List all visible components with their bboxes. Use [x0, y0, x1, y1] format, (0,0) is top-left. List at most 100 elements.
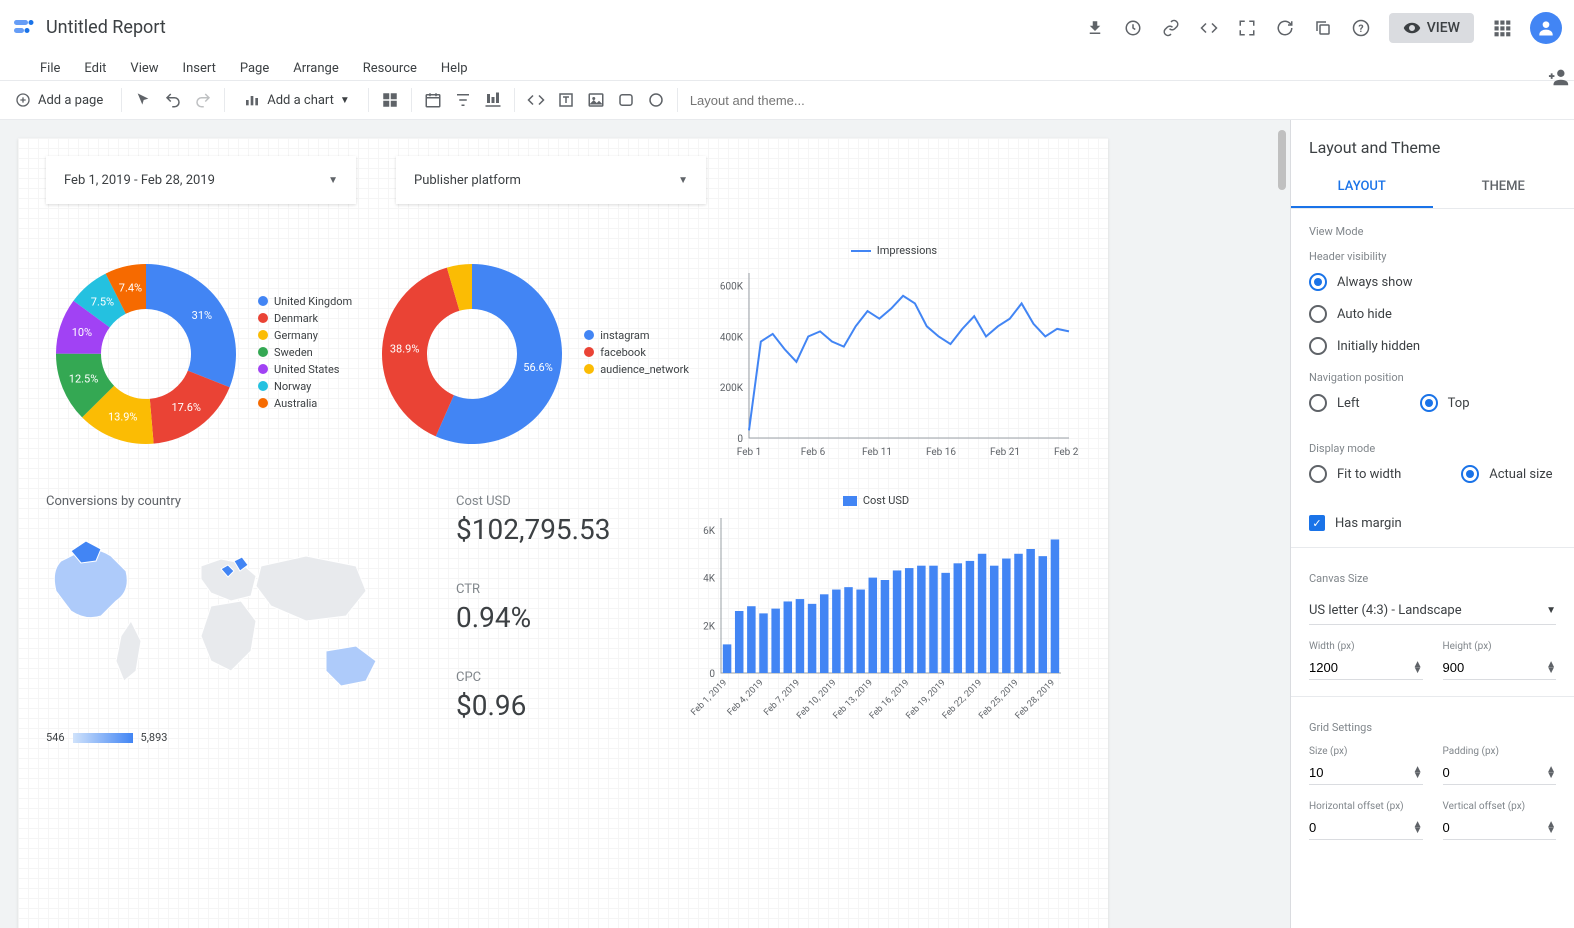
legend-item: Norway [258, 380, 352, 393]
layout-theme-input[interactable] [690, 93, 890, 108]
fullscreen-icon[interactable] [1237, 18, 1257, 38]
report-title[interactable]: Untitled Report [46, 17, 1085, 38]
menu-insert[interactable]: Insert [183, 61, 216, 76]
date-range-control[interactable]: Feb 1, 2019 - Feb 28, 2019 ▼ [46, 156, 356, 204]
history-icon[interactable] [1123, 18, 1143, 38]
radio-option[interactable]: Left [1309, 394, 1360, 412]
menu-edit[interactable]: Edit [84, 61, 106, 76]
menu-page[interactable]: Page [240, 61, 269, 76]
radio-option[interactable]: Fit to width [1309, 465, 1401, 483]
svg-text:Feb 1: Feb 1 [737, 447, 761, 458]
add-chart-button[interactable]: Add a chart ▼ [237, 87, 356, 113]
svg-text:2K: 2K [703, 621, 716, 632]
radio-option[interactable]: Top [1420, 394, 1470, 412]
cursor-icon[interactable] [134, 91, 152, 109]
kpi-ctr: CTR 0.94% [456, 582, 656, 634]
legend-item: Australia [258, 397, 352, 410]
checkbox-checked-icon: ✓ [1309, 515, 1325, 531]
rectangle-icon[interactable] [617, 91, 635, 109]
radio-option[interactable]: Actual size [1461, 465, 1552, 483]
add-page-button[interactable]: Add a page [8, 87, 109, 113]
data-control-icon[interactable] [484, 91, 502, 109]
width-input[interactable]: ▲▼ [1309, 656, 1423, 680]
svg-text:Feb 7, 2019: Feb 7, 2019 [762, 678, 802, 718]
radio-option[interactable]: Auto hide [1309, 305, 1556, 323]
filter-icon[interactable] [454, 91, 472, 109]
svg-text:Feb 11: Feb 11 [862, 447, 892, 458]
redo-icon[interactable] [194, 91, 212, 109]
legend-item: Denmark [258, 312, 352, 325]
text-icon[interactable] [557, 91, 575, 109]
embed-icon[interactable] [1199, 18, 1219, 38]
legend-item: Sweden [258, 346, 352, 359]
properties-sidebar: Layout and Theme LAYOUT THEME View Mode … [1290, 120, 1574, 928]
menu-file[interactable]: File [40, 61, 60, 76]
tab-theme[interactable]: THEME [1433, 167, 1574, 208]
undo-icon[interactable] [164, 91, 182, 109]
legend-item: instagram [584, 329, 689, 342]
svg-text:Feb 16: Feb 16 [926, 447, 956, 458]
platform-control[interactable]: Publisher platform ▼ [396, 156, 706, 204]
svg-text:17.6%: 17.6% [171, 401, 201, 414]
toolbar: Add a page Add a chart ▼ [0, 80, 1574, 120]
app-header: Untitled Report ? VIEW [0, 0, 1574, 56]
image-icon[interactable] [587, 91, 605, 109]
svg-text:Feb 26: Feb 26 [1054, 447, 1079, 458]
grid-padding-input[interactable]: ▲▼ [1443, 761, 1557, 785]
svg-text:400K: 400K [720, 332, 744, 343]
chart-icon [243, 91, 261, 109]
svg-text:7.4%: 7.4% [119, 281, 142, 294]
refresh-icon[interactable] [1275, 18, 1295, 38]
donut-chart-platforms: 56.6%38.9% instagramfacebookaudience_net… [372, 244, 689, 464]
circle-icon[interactable] [647, 91, 665, 109]
donut-chart-countries: 31%17.6%13.9%12.5%10%7.5%7.4% United Kin… [46, 244, 352, 464]
view-button[interactable]: VIEW [1389, 13, 1474, 43]
kpi-cost: Cost USD $102,795.53 [456, 494, 656, 546]
link-icon[interactable] [1161, 18, 1181, 38]
grid-size-input[interactable]: ▲▼ [1309, 761, 1423, 785]
svg-text:Feb 4, 2019: Feb 4, 2019 [726, 678, 766, 718]
menu-arrange[interactable]: Arrange [293, 61, 338, 76]
svg-text:Feb 1, 2019: Feb 1, 2019 [689, 678, 729, 718]
community-viz-icon[interactable] [381, 91, 399, 109]
canvas-area[interactable]: Feb 1, 2019 - Feb 28, 2019 ▼ Publisher p… [0, 120, 1290, 928]
canvas-preset-select[interactable]: US letter (4:3) - Landscape ▼ [1309, 597, 1556, 625]
svg-text:0: 0 [709, 669, 715, 680]
grid-hoffset-input[interactable]: ▲▼ [1309, 816, 1423, 840]
chevron-down-icon: ▼ [328, 175, 338, 186]
svg-text:4K: 4K [703, 574, 716, 585]
download-icon[interactable] [1085, 18, 1105, 38]
eye-icon [1403, 19, 1421, 37]
legend-item: facebook [584, 346, 689, 359]
cost-bar-chart: Cost USD 6K4K2K0Feb 1, 2019Feb 4, 2019Fe… [686, 494, 1066, 758]
svg-text:600K: 600K [720, 282, 744, 293]
menu-resource[interactable]: Resource [363, 61, 417, 76]
datastudio-logo-icon [12, 16, 36, 40]
user-avatar[interactable] [1530, 12, 1562, 44]
svg-text:Feb 28, 2019: Feb 28, 2019 [1014, 678, 1057, 721]
apps-grid-icon[interactable] [1492, 18, 1512, 38]
svg-text:Feb 6: Feb 6 [801, 447, 826, 458]
sidebar-title: Layout and Theme [1309, 138, 1556, 157]
vertical-scrollbar[interactable] [1276, 120, 1288, 928]
menu-view[interactable]: View [130, 61, 158, 76]
chevron-down-icon: ▼ [1546, 605, 1556, 616]
has-margin-checkbox[interactable]: ✓ Has margin [1309, 515, 1556, 531]
menu-help[interactable]: Help [441, 61, 468, 76]
svg-text:31%: 31% [192, 309, 212, 322]
tab-layout[interactable]: LAYOUT [1291, 167, 1433, 208]
date-range-icon[interactable] [424, 91, 442, 109]
map-scale-gradient [73, 733, 133, 743]
height-input[interactable]: ▲▼ [1443, 656, 1557, 680]
legend-item: audience_network [584, 363, 689, 376]
radio-option[interactable]: Always show [1309, 273, 1556, 291]
svg-text:?: ? [1358, 22, 1363, 35]
copy-icon[interactable] [1313, 18, 1333, 38]
add-person-icon[interactable] [1548, 66, 1570, 92]
radio-option[interactable]: Initially hidden [1309, 337, 1556, 355]
url-embed-icon[interactable] [527, 91, 545, 109]
grid-voffset-input[interactable]: ▲▼ [1443, 816, 1557, 840]
help-icon[interactable]: ? [1351, 18, 1371, 38]
conversions-map: Conversions by country 546 5,893 [46, 494, 426, 758]
legend-item: Germany [258, 329, 352, 342]
